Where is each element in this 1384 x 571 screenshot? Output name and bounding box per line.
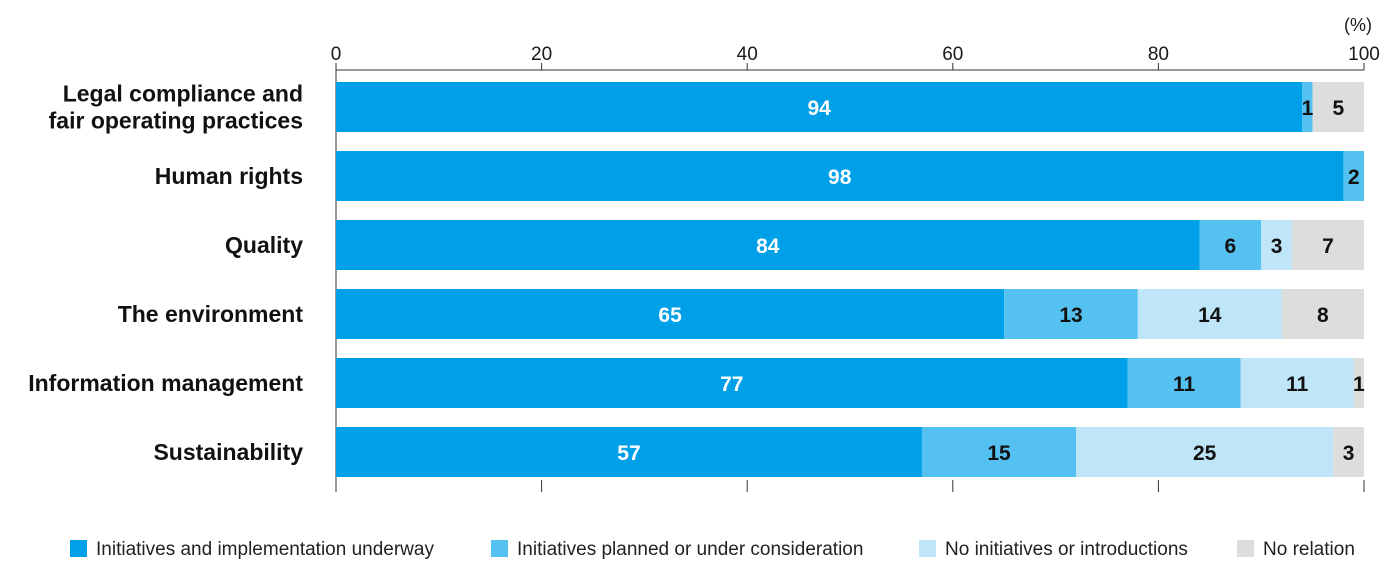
x-tick-label: 20 [531, 44, 552, 65]
legend-swatch [1237, 540, 1254, 557]
category-label-line: Human rights [155, 163, 303, 189]
bar-segment [1353, 358, 1364, 408]
legend-label: Initiatives planned or under considerati… [517, 539, 863, 560]
data-label: 3 [1343, 442, 1355, 465]
bar-segment [1333, 427, 1364, 477]
category-label-line: The environment [118, 301, 304, 327]
bar-segment [336, 427, 922, 477]
data-label: 57 [617, 442, 640, 465]
data-label: 84 [756, 235, 780, 258]
category-label: Information management [28, 370, 303, 396]
category-label: Sustainability [153, 439, 303, 465]
bar-segment [1240, 358, 1354, 408]
data-label: 94 [807, 97, 831, 120]
legend-label: No initiatives or introductions [945, 539, 1188, 560]
legend-swatch [919, 540, 936, 557]
data-label: 1 [1353, 373, 1365, 396]
category-label-line: Quality [225, 232, 303, 258]
data-label: 1 [1302, 97, 1314, 120]
category-label-line: Sustainability [153, 439, 303, 465]
legend: Initiatives and implementation underway I… [70, 539, 1355, 560]
x-tick-label: 0 [331, 44, 342, 65]
category-label-line: Legal compliance and [63, 81, 303, 107]
bar-segment [336, 82, 1303, 132]
legend-swatch [70, 540, 87, 557]
data-label: 25 [1193, 442, 1217, 465]
data-label: 15 [987, 442, 1011, 465]
data-label: 77 [720, 373, 743, 396]
bar-segment [1127, 358, 1241, 408]
bar-segment [336, 151, 1344, 201]
x-axis: (%) 0 20 40 60 80 100 [331, 15, 1380, 492]
bar-segment [1261, 220, 1293, 270]
data-label: 11 [1286, 373, 1309, 396]
bar-segment [1292, 220, 1364, 270]
bar-segment [1302, 82, 1313, 132]
bar-segment [336, 289, 1005, 339]
bar-segment [1076, 427, 1334, 477]
bar-segment [1343, 151, 1364, 201]
data-label: 7 [1322, 235, 1334, 258]
x-tick-label: 60 [942, 44, 963, 65]
bar-segment [1004, 289, 1138, 339]
bar-segment [1199, 220, 1262, 270]
data-label: 11 [1173, 373, 1196, 396]
category-label: Human rights [155, 163, 303, 189]
x-tick-label: 100 [1348, 44, 1380, 65]
bar-segment [1312, 82, 1364, 132]
category-label-line: fair operating practices [49, 108, 303, 134]
x-tick-label: 40 [737, 44, 758, 65]
legend-label: No relation [1263, 539, 1355, 560]
bar-segment [1137, 289, 1282, 339]
unit-label: (%) [1344, 15, 1372, 35]
data-label: 6 [1225, 235, 1237, 258]
bar-segment [336, 358, 1128, 408]
bar-segment [336, 220, 1200, 270]
data-label: 14 [1198, 304, 1222, 327]
category-label-line: Information management [28, 370, 303, 396]
category-label: Legal compliance and fair operating pract… [49, 81, 303, 134]
x-tick-label: 80 [1148, 44, 1169, 65]
data-label: 98 [828, 166, 852, 189]
category-labels: Legal compliance and fair operating pract… [28, 81, 303, 466]
bars [336, 82, 1364, 477]
data-label: 13 [1059, 304, 1082, 327]
bar-segment [921, 427, 1077, 477]
data-label: 65 [658, 304, 682, 327]
category-label: The environment [118, 301, 304, 327]
data-label: 2 [1348, 166, 1360, 189]
legend-label: Initiatives and implementation underway [96, 539, 434, 560]
data-label: 3 [1271, 235, 1283, 258]
data-label: 8 [1317, 304, 1329, 327]
category-label: Quality [225, 232, 303, 258]
legend-swatch [491, 540, 508, 557]
data-labels: 94 1 598 284 6 3 765 13 14 877 11 11 157 15 25 3 [617, 97, 1365, 465]
data-label: 5 [1332, 97, 1344, 120]
bar-segment [1281, 289, 1364, 339]
